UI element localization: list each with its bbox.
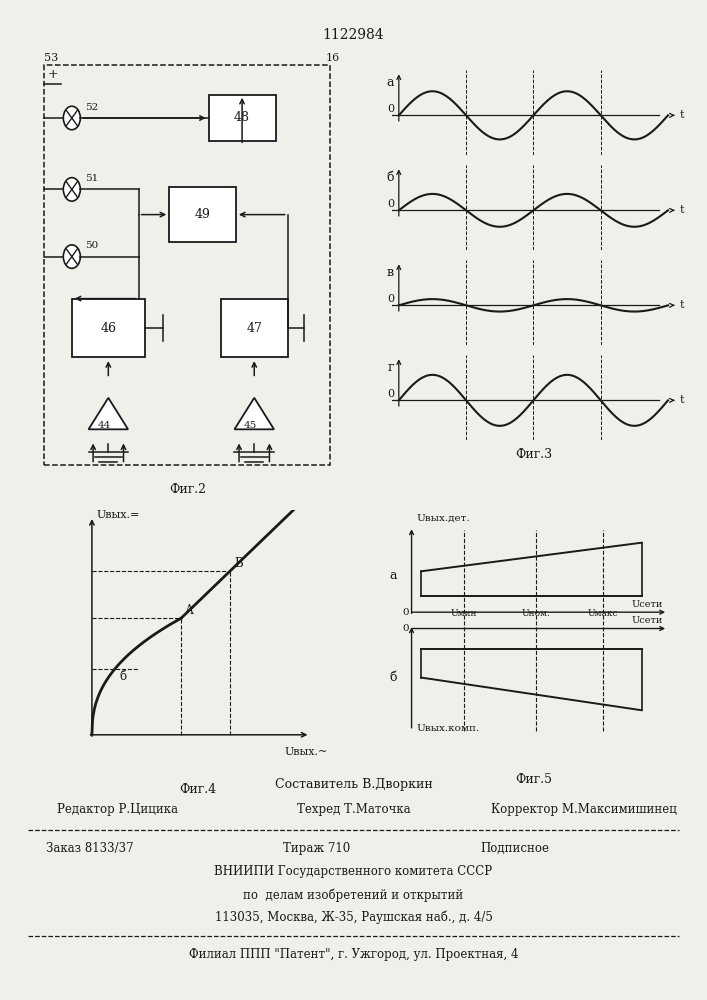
Text: Филиал ППП "Патент", г. Ужгород, ул. Проектная, 4: Филиал ППП "Патент", г. Ужгород, ул. Про…	[189, 948, 518, 961]
Text: Заказ 8133/37: Заказ 8133/37	[46, 842, 134, 855]
Text: 0: 0	[387, 294, 394, 304]
Text: Uсети: Uсети	[632, 600, 663, 609]
Text: ВНИИПИ Государственного комитета СССР: ВНИИПИ Государственного комитета СССР	[214, 865, 493, 878]
Text: Uвых.=: Uвых.=	[96, 510, 139, 520]
Text: 0: 0	[387, 199, 394, 209]
Text: Корректор М.Максимишинец: Корректор М.Максимишинец	[491, 803, 677, 816]
Circle shape	[64, 178, 81, 201]
Text: 16: 16	[326, 53, 340, 63]
Text: Фиг.5: Фиг.5	[515, 773, 552, 786]
Text: 0: 0	[402, 608, 409, 617]
Text: а: а	[390, 569, 397, 582]
Text: t: t	[680, 395, 684, 405]
Bar	[209, 95, 276, 141]
Text: 44: 44	[98, 421, 111, 430]
Text: Фиг.3: Фиг.3	[515, 448, 552, 461]
Text: г: г	[387, 361, 394, 374]
Text: Uном.: Uном.	[522, 609, 551, 618]
Text: 48: 48	[234, 111, 250, 124]
Text: 52: 52	[86, 103, 99, 112]
Text: 46: 46	[100, 322, 117, 334]
Text: в: в	[387, 266, 394, 279]
Bar	[221, 299, 288, 357]
Text: а: а	[387, 76, 394, 89]
Text: по  делам изобретений и открытий: по делам изобретений и открытий	[243, 888, 464, 902]
Text: б: б	[390, 671, 397, 684]
Text: В: В	[234, 557, 243, 570]
Circle shape	[64, 245, 81, 268]
Text: Uвых.комп.: Uвых.комп.	[416, 724, 479, 733]
Text: Фиг.4: Фиг.4	[180, 783, 216, 796]
Bar	[72, 299, 145, 357]
Text: 53: 53	[45, 53, 59, 63]
Text: t: t	[680, 110, 684, 120]
Text: б: б	[119, 670, 127, 683]
Polygon shape	[88, 398, 128, 429]
Text: t: t	[680, 300, 684, 310]
Text: Фиг.2: Фиг.2	[169, 483, 206, 496]
Text: Подписное: Подписное	[481, 842, 550, 855]
Text: 47: 47	[246, 322, 262, 334]
Text: Техред Т.Маточка: Техред Т.Маточка	[297, 803, 411, 816]
Text: Uвых.дет.: Uвых.дет.	[416, 514, 470, 523]
Text: 49: 49	[194, 208, 211, 221]
Text: 1122984: 1122984	[322, 28, 385, 42]
Text: 0: 0	[387, 389, 394, 399]
Text: 0: 0	[387, 104, 394, 114]
Text: Uвых.~: Uвых.~	[284, 747, 328, 757]
Polygon shape	[235, 398, 274, 429]
Text: Составитель В.Дворкин: Составитель В.Дворкин	[274, 778, 433, 791]
Text: 45: 45	[244, 421, 257, 430]
Text: 0: 0	[402, 624, 409, 633]
Text: t: t	[680, 205, 684, 215]
Text: 51: 51	[86, 174, 99, 183]
Text: Uмакс: Uмакс	[588, 609, 619, 618]
Text: 50: 50	[86, 241, 99, 250]
Text: Uмин: Uмин	[451, 609, 477, 618]
Text: 113035, Москва, Ж-35, Раушская наб., д. 4/5: 113035, Москва, Ж-35, Раушская наб., д. …	[214, 911, 493, 924]
Text: +: +	[48, 68, 59, 81]
Circle shape	[64, 106, 81, 130]
Text: А: А	[185, 604, 194, 617]
Text: Редактор Р.Цицика: Редактор Р.Цицика	[57, 803, 177, 816]
Bar	[169, 187, 236, 242]
Text: Uсети: Uсети	[632, 616, 663, 625]
Text: Тираж 710: Тираж 710	[283, 842, 350, 855]
Text: б: б	[387, 171, 394, 184]
